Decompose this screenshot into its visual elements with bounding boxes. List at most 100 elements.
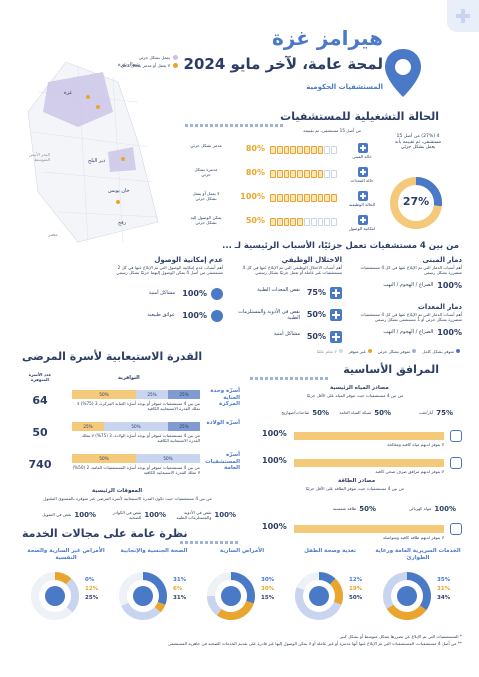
reason-equipment-item: الصراع / الهجوم / النهب: [383, 328, 434, 335]
impediment-label: نقص في الأدوية والمستلزمات الطبية: [176, 509, 212, 520]
footnotes: * المستشفيات التي تم الإبلاغ عن تضررها ب…: [22, 634, 462, 647]
service-card: الخدمات السريرية العامة ورعاية الطوارئ 35…: [375, 548, 461, 630]
map: غزة دير البلح خان يونس رفح شمال غزة مصر …: [18, 52, 168, 247]
utility-row-pct: 100%: [262, 429, 287, 438]
capacity-bar-segment: 25%: [168, 422, 200, 431]
page-subtitle: لمحة عامة، لآخر مايو 2024: [183, 55, 383, 73]
service-value: 25%: [85, 594, 99, 601]
capacity-bar: 25% 50% 25%: [72, 422, 200, 431]
access-item-pct: 100%: [182, 311, 207, 320]
legend-partial-label: يعمل بشكل جزئي: [138, 55, 170, 60]
bed-icon: [276, 170, 283, 178]
water-source: 75% آبار/ثقب: [395, 406, 453, 420]
operational-row: امكانية الوصول 50% يمكن الوصول إليه بشكل ج…: [190, 213, 380, 235]
operational-row-pct: 80%: [245, 144, 265, 153]
donut-segment: [121, 602, 161, 620]
bed-icon: [283, 146, 290, 154]
bed-icon: [324, 218, 331, 226]
utility-row-note: لا يتوفر لديهم مرافق صرف صحي كافية: [375, 469, 444, 474]
medical-kit-icon: [330, 309, 342, 321]
operational-row-label: حالة المبنى: [352, 154, 372, 159]
power-note: من بين 4 مستشفيات حيث تتوفر الطاقة على ا…: [305, 486, 405, 491]
donut-segment: [207, 595, 222, 616]
capacity-row-label: أسرّة الولادة: [206, 420, 240, 426]
operational-row-label: امكانية الوصول: [348, 226, 376, 231]
bed-icon: [283, 170, 290, 178]
bed-icon: [324, 170, 331, 178]
utility-row: 100% لا يتوفر لديهم طاقة كافية ومتواصلة: [250, 521, 462, 543]
power-source: 50% طاقة شمسية: [300, 502, 376, 516]
reason-access: عدم إمكانية الوصول أهم أسباب عدم إمكانية…: [108, 256, 223, 276]
reason-building-desc: أهم أسباب الدمار التي تم الإبلاغ عنها في…: [360, 265, 462, 276]
water-source-label: آبار/ثقب: [418, 410, 434, 416]
capacity-row-note: من بين 4 مستشفيات متوفر أو يوجد أسرّة ال…: [77, 401, 200, 412]
utility-legend-partial: متوفر بشكل جزئي: [378, 349, 417, 354]
function-item-label: مشاكل أمنية: [273, 331, 300, 337]
utilities-title: المرافق الأساسية: [343, 363, 439, 376]
operational-row-pct: 80%: [245, 168, 265, 177]
map-label-gaza: غزة: [64, 90, 72, 96]
map-label-north: شمال غزة: [118, 62, 140, 68]
donut-segment: [142, 572, 167, 605]
function-item-pct: 50%: [306, 310, 326, 319]
impediments-note: من بين 4 مستشفيات حيث تكون القدرة الاستي…: [43, 496, 212, 501]
function-item: 50% مشاكل أمنية: [232, 329, 342, 347]
service-value: 50%: [349, 594, 363, 601]
service-value: 15%: [261, 594, 275, 601]
bed-icon: [317, 194, 324, 202]
access-item-pct: 100%: [182, 289, 207, 298]
bed-icon: [303, 194, 310, 202]
capacity-row: أسرّة وحدة العناية المركزة 50% 25% 25% من بي…: [22, 388, 240, 418]
service-title: الصحة الجنسية والإنجابية: [120, 548, 188, 554]
bed-icon: [276, 218, 283, 226]
bed-icon: [310, 194, 317, 202]
medical-kit-icon: [330, 331, 342, 343]
bed-icon: [270, 170, 276, 178]
operational-intro: من أصل 15 مستشفى، تم تقييمه: [303, 128, 361, 133]
power-source-label: طاقة شمسية: [332, 506, 357, 512]
bed-icon: [310, 218, 317, 226]
service-card: تغذية وصحة الطفل 12% 19% 50%: [287, 548, 373, 630]
capacity-bar-segment: 25%: [136, 390, 168, 399]
bed-icon: [290, 170, 297, 178]
bed-icon: [270, 194, 276, 202]
utility-legend-full: متوفر بشكل كامل: [422, 349, 460, 354]
service-value: 31%: [437, 585, 451, 592]
donut-segment: [65, 578, 79, 613]
reason-equipment-desc: أهم أسباب الدمار التي تم الإبلاغ عنها في…: [360, 312, 462, 323]
service-center-icon: [309, 586, 329, 606]
service-card: الأمراض غير السارية والصحة النفسية 0% 12% 2…: [23, 548, 109, 630]
reason-function-desc: أهم أسباب الاختلال الوظيفي التي تم الإبل…: [242, 265, 342, 276]
capacity-bar-segment: 50%: [72, 390, 136, 399]
hospital-icon: [358, 143, 368, 153]
bed-icon: [310, 170, 317, 178]
service-card: الأمراض السارية 30% 30% 15%: [199, 548, 285, 630]
service-value: 31%: [173, 594, 187, 601]
utility-legend-unknown: لا تعلم علمًا: [317, 349, 343, 354]
service-center-icon: [397, 586, 417, 606]
utility-row-pct: 100%: [262, 522, 287, 531]
bed-icon: [331, 218, 337, 226]
water-source-pct: 50%: [374, 409, 391, 417]
bed-icon: [290, 146, 297, 154]
service-value: 30%: [261, 585, 275, 592]
blocked-icon: [211, 310, 223, 322]
bed-pictogram-row: [270, 146, 338, 156]
donut-segment: [216, 600, 254, 620]
capacity-col-count: عدد الأسرة المتوفرة: [28, 372, 52, 383]
bed-icon: [270, 218, 276, 226]
utility-row: 100% لا يتوفر لديهم مرافق صرف صحي كافية: [250, 455, 462, 477]
blocked-icon: [211, 288, 223, 300]
bed-icon: [310, 146, 317, 154]
reason-function-title: الاختلال الوظيفي: [281, 256, 342, 264]
impediment-label: نقص في التمويل: [42, 512, 72, 518]
hospital-icon: [358, 167, 368, 177]
map-label-rafah: رفح: [118, 220, 127, 226]
bed-icon: [331, 194, 337, 202]
capacity-bar-segment: 50%: [136, 454, 200, 463]
location-pin-icon: [383, 47, 423, 99]
service-values: 12% 19% 50%: [349, 576, 371, 602]
service-value: 31%: [173, 577, 187, 583]
capacity-bar-segment: 25%: [72, 422, 104, 431]
service-donut: [295, 572, 343, 620]
